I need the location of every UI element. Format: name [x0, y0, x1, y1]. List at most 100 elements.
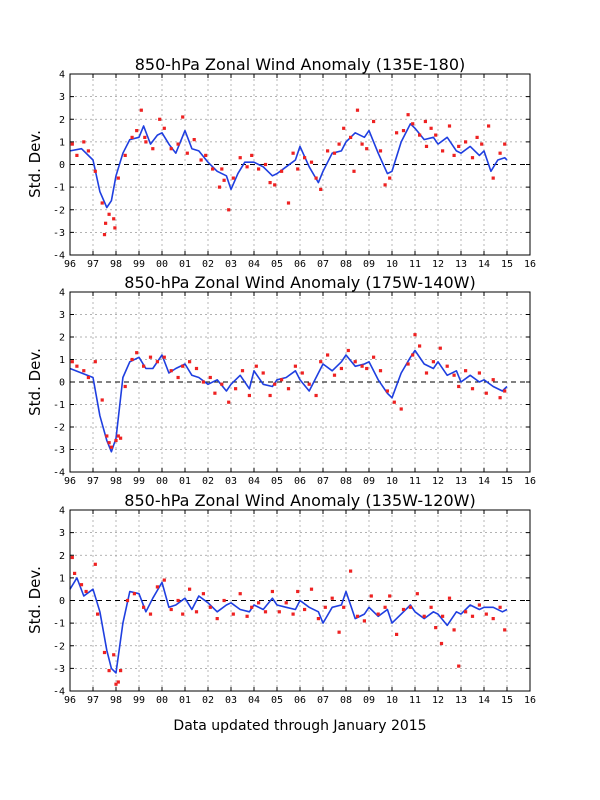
- anomaly-point: [280, 169, 284, 173]
- anomaly-point: [477, 371, 481, 375]
- anomaly-point: [176, 142, 180, 146]
- x-tick-label: 04: [248, 476, 260, 487]
- anomaly-point: [142, 364, 146, 368]
- anomaly-point: [70, 360, 74, 364]
- anomaly-point: [286, 201, 291, 205]
- anomaly-point: [337, 630, 341, 634]
- anomaly-point: [452, 373, 456, 377]
- y-tick-label: -1: [53, 183, 65, 194]
- anomaly-point: [123, 153, 127, 157]
- anomaly-point: [411, 122, 415, 126]
- anomaly-point: [346, 348, 350, 353]
- anomaly-point: [447, 124, 452, 128]
- anomaly-point: [194, 610, 199, 614]
- anomaly-point: [169, 369, 173, 373]
- y-tick-label: 4: [59, 70, 65, 81]
- x-tick-label: 03: [225, 695, 237, 706]
- anomaly-point: [452, 153, 456, 157]
- anomaly-point: [268, 393, 272, 398]
- anomaly-point: [355, 614, 360, 618]
- x-tick-label: 12: [432, 259, 444, 270]
- anomaly-point: [270, 589, 274, 594]
- anomaly-point: [316, 617, 320, 621]
- anomaly-point: [284, 601, 288, 605]
- x-tick-label: 11: [409, 259, 421, 270]
- x-tick-label: 00: [156, 476, 168, 487]
- anomaly-point: [130, 357, 134, 362]
- anomaly-point: [119, 436, 123, 440]
- x-tick-label: 97: [87, 476, 99, 487]
- x-tick-label: 98: [110, 476, 122, 487]
- x-tick-label: 12: [432, 476, 444, 487]
- anomaly-point: [227, 400, 231, 404]
- panel-1-ylabel: Std. Dev.: [26, 130, 44, 198]
- anomaly-point: [314, 176, 318, 180]
- x-tick-label: 15: [501, 259, 513, 270]
- anomaly-point: [176, 375, 180, 380]
- anomaly-point: [79, 583, 84, 587]
- anomaly-point: [291, 612, 295, 616]
- anomaly-point: [470, 614, 475, 618]
- x-tick-label: 08: [340, 259, 352, 270]
- anomaly-point: [424, 371, 429, 375]
- x-tick-label: 05: [271, 476, 283, 487]
- anomaly-point: [119, 669, 123, 673]
- anomaly-point: [263, 610, 268, 614]
- anomaly-point: [487, 124, 491, 128]
- x-tick-label: 11: [409, 476, 421, 487]
- anomaly-point: [330, 596, 334, 600]
- x-tick-label: 00: [156, 259, 168, 270]
- x-tick-label: 14: [478, 695, 490, 706]
- anomaly-point: [484, 612, 488, 616]
- anomaly-point: [113, 226, 117, 230]
- anomaly-point: [383, 605, 387, 609]
- anomaly-point: [293, 364, 297, 368]
- anomaly-point: [148, 355, 153, 359]
- anomaly-point: [220, 382, 224, 386]
- anomaly-point: [300, 371, 304, 375]
- x-tick-label: 99: [133, 259, 145, 270]
- anomaly-point: [100, 201, 104, 205]
- anomaly-point: [135, 129, 139, 133]
- x-tick-label: 99: [133, 695, 145, 706]
- anomaly-point: [162, 578, 166, 582]
- anomaly-point: [411, 353, 415, 357]
- anomaly-point: [240, 369, 245, 373]
- anomaly-point: [470, 387, 475, 391]
- anomaly-point: [148, 612, 153, 616]
- y-tick-label: 4: [59, 288, 65, 299]
- anomaly-point: [378, 149, 383, 153]
- anomaly-point: [385, 389, 389, 393]
- anomaly-point: [220, 167, 224, 171]
- anomaly-point: [464, 610, 468, 614]
- anomaly-point: [181, 364, 185, 368]
- anomaly-point: [143, 135, 147, 139]
- x-tick-label: 05: [271, 695, 283, 706]
- x-tick-label: 02: [202, 259, 214, 270]
- anomaly-point: [238, 156, 242, 160]
- anomaly-point: [192, 138, 196, 142]
- anomaly-point: [213, 391, 217, 395]
- x-tick-label: 96: [64, 259, 76, 270]
- x-tick-label: 12: [432, 695, 444, 706]
- anomaly-point: [498, 396, 502, 400]
- anomaly-point: [96, 612, 100, 616]
- anomaly-point: [323, 605, 327, 609]
- anomaly-point: [245, 165, 249, 169]
- anomaly-point: [132, 592, 136, 596]
- x-tick-label: 07: [317, 476, 329, 487]
- anomaly-point: [477, 603, 481, 607]
- anomaly-point: [263, 162, 268, 167]
- anomaly-point: [107, 669, 111, 673]
- anomaly-point: [169, 607, 173, 612]
- anomaly-point: [250, 153, 254, 157]
- anomaly-point: [100, 398, 104, 402]
- anomaly-point: [222, 598, 226, 603]
- y-tick-label: -3: [53, 664, 65, 675]
- anomaly-point: [434, 626, 438, 630]
- anomaly-point: [273, 382, 277, 386]
- anomaly-point: [231, 176, 235, 180]
- x-tick-label: 98: [110, 259, 122, 270]
